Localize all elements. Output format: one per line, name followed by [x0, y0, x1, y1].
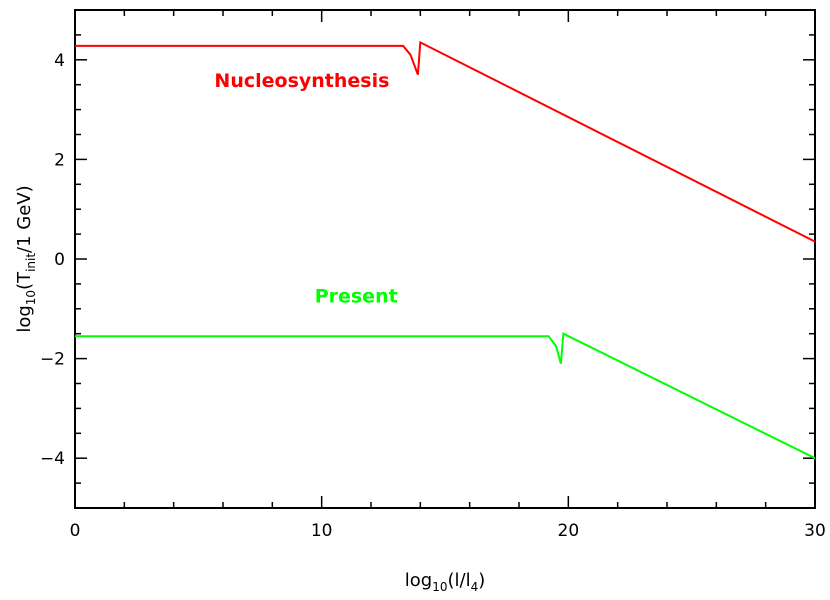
- x-axis-label: log10(l/l4): [405, 570, 486, 594]
- plot-frame: [74, 9, 816, 509]
- tick-labels: 0 10 20 30 −4 −2 0 2 4: [40, 51, 826, 541]
- y-tick-label: −4: [40, 449, 65, 469]
- x-tick-label: 30: [804, 521, 826, 541]
- series-line-nucleosynthesis: [75, 40, 816, 243]
- series-lines: [75, 40, 816, 460]
- y-tick-label: 2: [54, 150, 65, 170]
- y-axis-label: log10(Tinit/1 GeV): [14, 185, 38, 332]
- y-tick-label: 0: [54, 250, 65, 270]
- axis-ticks: [74, 9, 816, 509]
- y-tick-label: −2: [40, 350, 65, 370]
- x-tick-label: 10: [311, 521, 333, 541]
- series-labels: Nucleosynthesis Present: [214, 70, 397, 307]
- series-label-nucleosynthesis: Nucleosynthesis: [214, 70, 389, 92]
- x-tick-label: 0: [70, 521, 81, 541]
- series-label-present: Present: [315, 285, 398, 307]
- y-tick-label: 4: [54, 51, 65, 71]
- x-tick-label: 20: [558, 521, 580, 541]
- series-line-present: [75, 332, 816, 460]
